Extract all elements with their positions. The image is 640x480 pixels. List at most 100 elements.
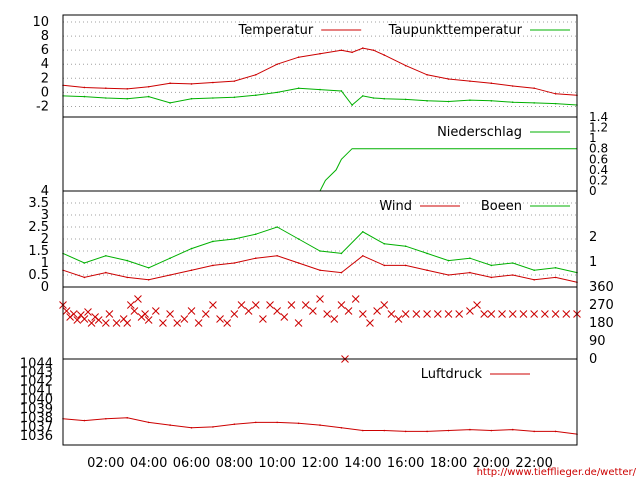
legend-label: Wind (379, 199, 412, 214)
data-point (533, 269, 535, 272)
x-tick-label: 12:00 (301, 456, 338, 471)
data-point (351, 104, 353, 106)
y2-tick-label: 90 (589, 334, 606, 349)
data-point (447, 259, 450, 262)
legend-label: Niederschlag (437, 125, 522, 140)
direction-marker (173, 319, 182, 327)
data-point (212, 426, 214, 428)
x-tick-label: 08:00 (216, 456, 253, 471)
x-tick-label: 20:00 (473, 456, 510, 471)
data-point (362, 429, 364, 432)
direction-marker (273, 307, 282, 315)
direction-marker (519, 310, 528, 318)
direction-marker (126, 301, 135, 309)
data-point (490, 82, 493, 85)
data-point (147, 421, 150, 424)
data-point (126, 276, 129, 279)
direction-marker (351, 295, 360, 303)
y-tick-label: 1.5 (28, 244, 49, 259)
direction-marker (344, 307, 353, 315)
direction-marker (358, 310, 367, 318)
data-point (469, 428, 471, 431)
direction-marker (373, 307, 381, 315)
data-point (297, 262, 300, 264)
direction-marker (498, 310, 506, 318)
direction-marker (180, 315, 189, 323)
data-point (554, 92, 557, 95)
direction-marker (380, 301, 389, 309)
data-point (233, 423, 236, 425)
data-point (233, 238, 236, 240)
direction-marker (473, 301, 481, 309)
data-point (319, 250, 321, 252)
data-point (533, 279, 535, 281)
direction-marker (266, 301, 274, 309)
data-point (83, 95, 86, 98)
data-point (169, 274, 171, 276)
data-point (254, 94, 257, 96)
direction-marker (401, 310, 410, 318)
y-tick-label: 1038 (20, 411, 53, 426)
data-point (190, 97, 193, 100)
data-point (404, 64, 407, 67)
y-tick-label: 3 (41, 208, 49, 223)
data-point (372, 49, 375, 51)
data-point (511, 274, 514, 276)
x-tick-label: 16:00 (387, 456, 424, 471)
data-point (190, 247, 193, 250)
direction-marker (141, 310, 149, 318)
direction-marker (562, 310, 571, 318)
y-tick-label: 8 (41, 29, 49, 44)
y-tick-label: 6 (41, 43, 49, 58)
direction-marker (105, 310, 114, 318)
data-point (212, 81, 214, 84)
direction-marker (323, 310, 331, 318)
data-point (383, 97, 386, 100)
data-point (340, 427, 343, 429)
direction-marker (84, 308, 92, 316)
data-point (340, 49, 343, 51)
direction-marker (237, 301, 246, 309)
data-point (554, 276, 557, 279)
direction-marker (530, 310, 539, 318)
y-tick-label: 3.5 (28, 196, 49, 211)
series-taupunkttemperatur (62, 87, 578, 106)
direction-marker (480, 310, 489, 318)
data-point (447, 274, 450, 276)
data-point (297, 238, 300, 240)
data-point (254, 233, 257, 235)
data-point (105, 271, 107, 274)
direction-marker (337, 301, 346, 309)
direction-marker (366, 319, 374, 327)
data-point (190, 427, 193, 429)
data-point (469, 99, 471, 101)
y-tick-label: 1044 (20, 357, 53, 372)
data-point (105, 87, 107, 89)
y2-tick-label: 0 (589, 352, 597, 367)
direction-marker (309, 307, 317, 315)
data-point (362, 231, 364, 233)
data-point (426, 100, 428, 102)
direction-marker (87, 319, 96, 327)
y2-tick-label: 0.4 (589, 163, 608, 177)
y-tick-label: 2 (41, 71, 49, 86)
direction-marker (80, 315, 89, 323)
direction-marker (508, 310, 517, 318)
direction-marker (101, 319, 110, 327)
direction-marker (209, 301, 217, 309)
data-point (426, 269, 428, 272)
data-point (319, 269, 321, 272)
data-point (533, 87, 535, 89)
direction-marker (62, 307, 71, 315)
data-point (362, 95, 364, 97)
data-point (340, 252, 343, 255)
data-point (426, 430, 428, 433)
data-point (276, 421, 278, 424)
y2-tick-label: 180 (589, 316, 614, 331)
x-tick-label: 04:00 (130, 456, 167, 471)
direction-marker (223, 319, 232, 327)
direction-marker (134, 295, 142, 303)
y2-tick-label: 1 (589, 255, 597, 270)
data-point (490, 264, 493, 267)
series-wind (62, 255, 578, 283)
